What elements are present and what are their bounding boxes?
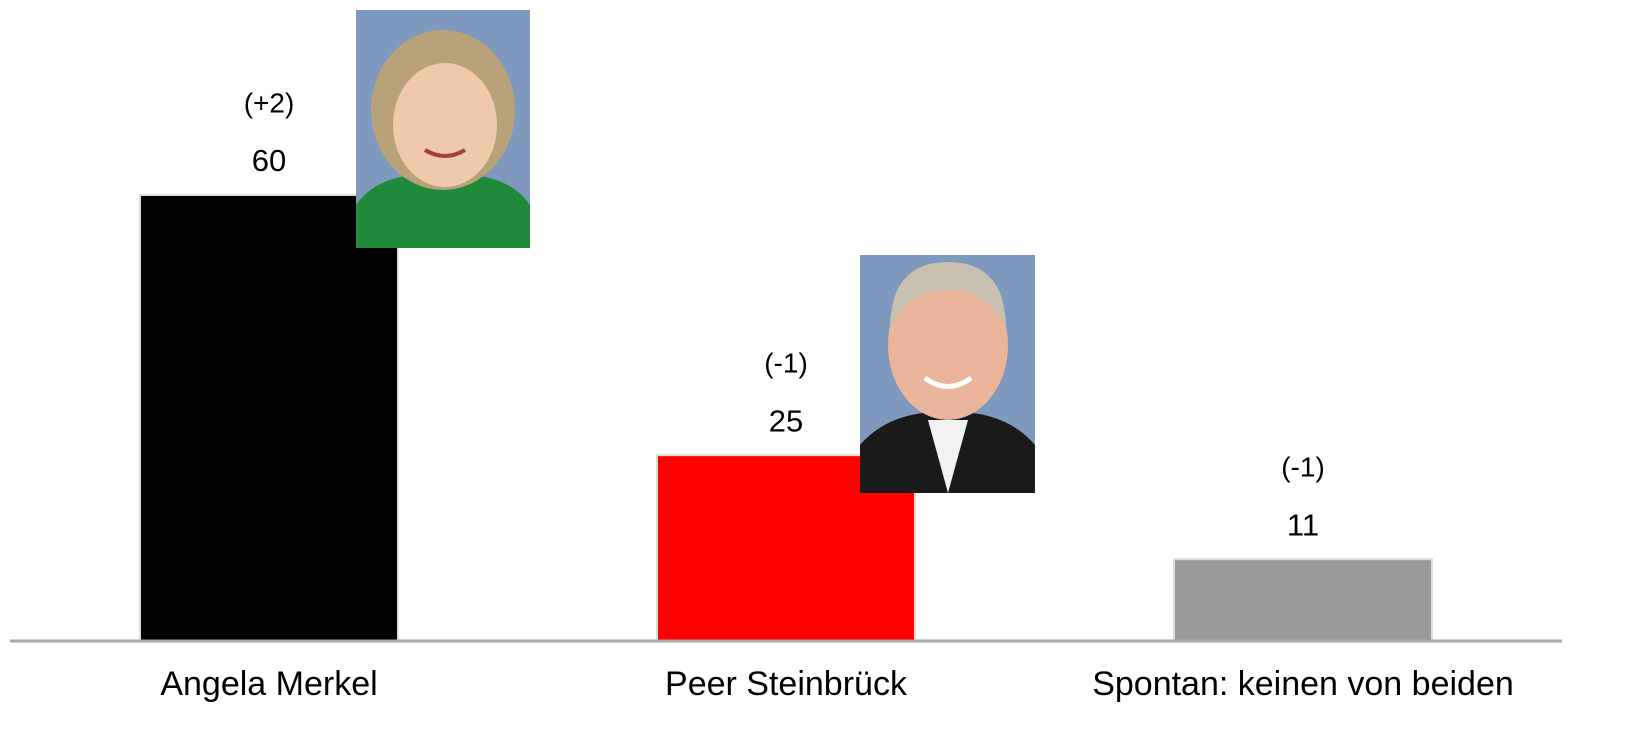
category-label: Angela Merkel: [160, 665, 377, 703]
category-label: Spontan: keinen von beiden: [1092, 665, 1514, 703]
photo-steinbrueck: [860, 255, 1035, 493]
photo-merkel: [356, 10, 530, 248]
value-label: 25: [769, 403, 803, 438]
category-label: Peer Steinbrück: [665, 665, 908, 703]
change-label: (-1): [764, 348, 808, 379]
bars: [139, 194, 1433, 643]
bar: [139, 194, 399, 642]
bar: [1173, 558, 1433, 643]
change-label: (-1): [1281, 452, 1325, 483]
value-label: 60: [252, 143, 286, 178]
change-label: (+2): [244, 87, 295, 118]
value-label: 11: [1287, 507, 1319, 542]
